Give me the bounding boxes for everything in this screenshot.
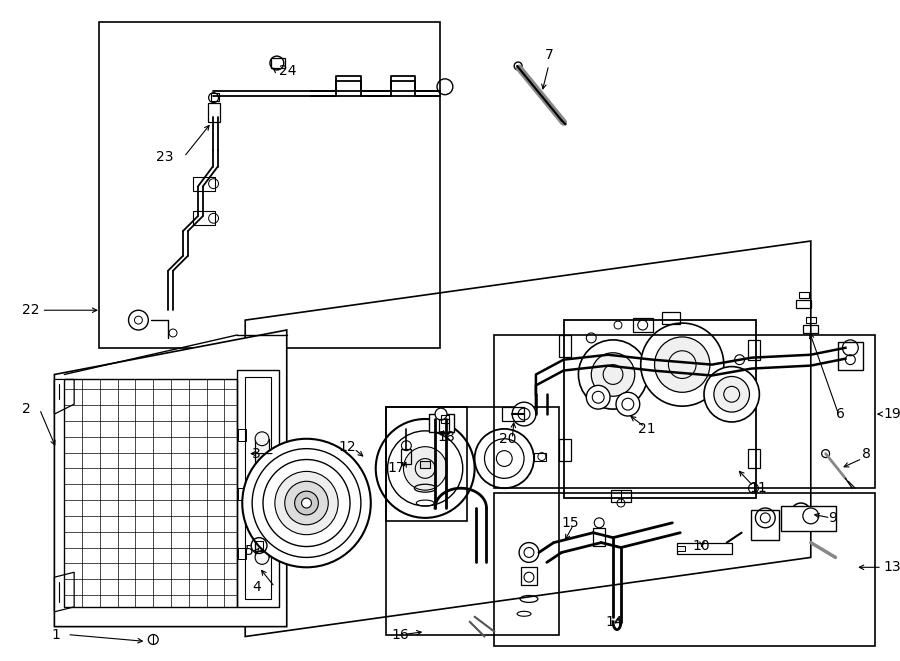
Bar	[806, 317, 815, 323]
Circle shape	[302, 498, 311, 508]
Text: 7: 7	[544, 48, 554, 62]
Text: 14: 14	[605, 615, 623, 629]
Text: 12: 12	[338, 440, 356, 453]
Text: 10: 10	[692, 539, 710, 553]
Circle shape	[641, 323, 724, 406]
Bar	[429, 414, 454, 432]
Bar	[559, 335, 571, 357]
Bar	[208, 102, 220, 122]
Circle shape	[435, 408, 447, 420]
Bar	[662, 312, 680, 324]
Text: 3: 3	[252, 447, 261, 461]
Bar	[238, 547, 247, 559]
Text: 11: 11	[750, 481, 767, 495]
Bar	[749, 449, 760, 469]
Circle shape	[654, 337, 710, 392]
Text: 19: 19	[883, 407, 900, 421]
Bar	[255, 439, 269, 557]
Circle shape	[591, 353, 634, 396]
Bar	[385, 407, 467, 521]
Bar	[521, 567, 537, 585]
Bar	[238, 369, 279, 607]
Bar	[99, 22, 440, 348]
Text: 18: 18	[437, 430, 454, 444]
Text: 17: 17	[388, 461, 405, 475]
Bar	[781, 506, 835, 531]
Text: 8: 8	[862, 447, 871, 461]
Circle shape	[704, 367, 760, 422]
Text: 4: 4	[252, 580, 261, 594]
Bar	[245, 377, 271, 599]
Circle shape	[714, 377, 750, 412]
Circle shape	[294, 491, 319, 515]
Circle shape	[255, 551, 269, 564]
Bar	[633, 318, 652, 332]
Circle shape	[403, 447, 447, 490]
Circle shape	[484, 439, 524, 479]
Bar	[238, 488, 247, 500]
Polygon shape	[54, 330, 287, 627]
Text: 16: 16	[392, 627, 410, 642]
Text: 1: 1	[51, 627, 60, 642]
Bar	[401, 449, 411, 465]
Bar	[678, 543, 732, 555]
Bar	[796, 300, 811, 308]
Text: 22: 22	[22, 303, 40, 317]
Circle shape	[616, 392, 640, 416]
Bar	[839, 342, 863, 369]
Bar	[494, 335, 875, 488]
Bar	[563, 320, 756, 498]
Text: 13: 13	[883, 561, 900, 574]
Bar	[799, 292, 809, 298]
Bar	[439, 419, 449, 433]
Circle shape	[375, 419, 474, 518]
Circle shape	[579, 340, 648, 409]
Circle shape	[512, 402, 535, 426]
Text: 21: 21	[638, 422, 655, 436]
Bar	[211, 93, 219, 100]
Circle shape	[388, 431, 463, 506]
Bar	[803, 325, 818, 333]
Bar	[611, 490, 631, 502]
Bar	[420, 461, 430, 469]
Bar	[749, 340, 760, 360]
Bar	[255, 541, 263, 551]
Bar	[271, 58, 284, 68]
Bar	[64, 379, 238, 607]
Text: 15: 15	[562, 516, 580, 530]
Circle shape	[284, 481, 328, 525]
Text: 9: 9	[829, 511, 838, 525]
Bar	[193, 212, 214, 225]
Circle shape	[263, 459, 350, 547]
Text: 6: 6	[835, 407, 844, 421]
Circle shape	[274, 471, 338, 535]
Text: 5: 5	[245, 543, 254, 557]
Circle shape	[255, 432, 269, 446]
Bar	[238, 429, 247, 441]
Text: 23: 23	[157, 150, 174, 164]
Circle shape	[586, 385, 610, 409]
Bar	[502, 407, 524, 421]
Circle shape	[242, 439, 371, 567]
Bar	[385, 407, 559, 635]
Text: 2: 2	[22, 402, 31, 416]
Bar	[534, 453, 545, 461]
Circle shape	[474, 429, 534, 488]
Text: 20: 20	[500, 432, 517, 446]
Bar	[752, 510, 779, 539]
Bar	[593, 527, 605, 545]
Bar	[441, 415, 449, 423]
Text: 24: 24	[279, 64, 296, 78]
Bar	[678, 545, 685, 551]
Circle shape	[209, 93, 219, 102]
Bar	[193, 176, 214, 190]
Bar	[559, 439, 571, 461]
Circle shape	[252, 449, 361, 557]
